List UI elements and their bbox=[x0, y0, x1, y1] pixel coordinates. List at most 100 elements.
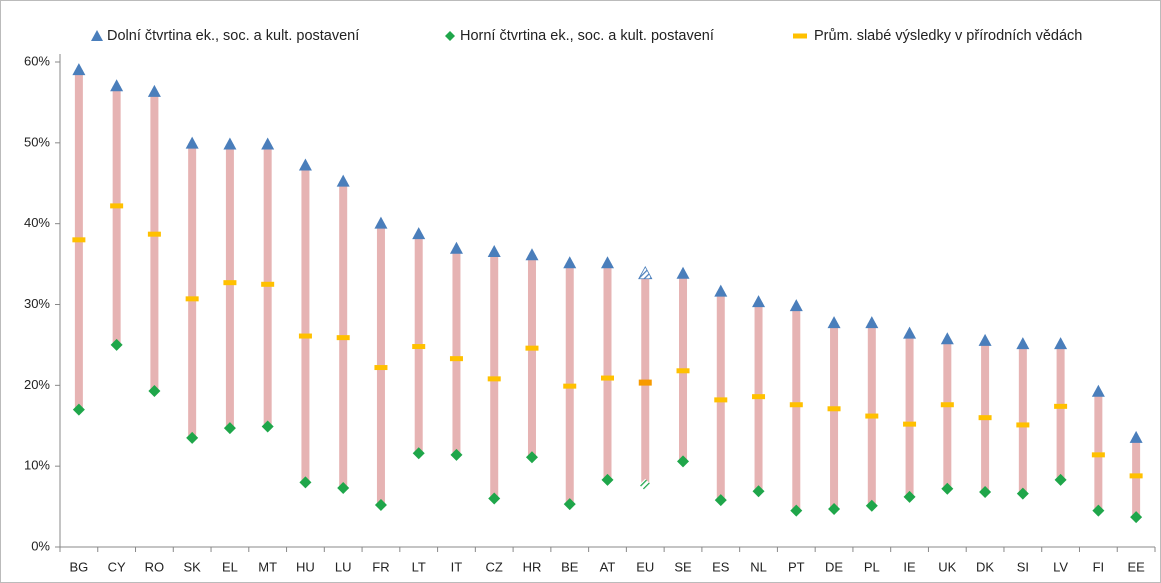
mean-marker bbox=[903, 421, 917, 427]
legend-dash bbox=[793, 33, 807, 39]
x-tick-label: PT bbox=[788, 559, 805, 574]
x-tick-label: CY bbox=[108, 559, 126, 574]
x-tick-label: AT bbox=[600, 559, 616, 574]
bottom-marker bbox=[790, 504, 803, 517]
x-tick-label: BE bbox=[561, 559, 579, 574]
x-tick-label: HU bbox=[296, 559, 315, 574]
bottom-marker bbox=[1054, 473, 1067, 486]
top-marker bbox=[1129, 430, 1143, 443]
x-tick-label: BG bbox=[69, 559, 88, 574]
top-marker bbox=[72, 63, 86, 76]
mean-marker bbox=[1091, 452, 1105, 458]
bottom-marker bbox=[941, 482, 954, 495]
mean-marker bbox=[827, 406, 841, 412]
bottom-marker bbox=[1092, 504, 1105, 517]
x-tick-label: IT bbox=[451, 559, 463, 574]
range-bar bbox=[376, 223, 385, 505]
mean-marker bbox=[261, 281, 275, 287]
mean-marker bbox=[525, 345, 539, 351]
mean-marker bbox=[714, 397, 728, 403]
bottom-marker bbox=[639, 478, 652, 491]
x-tick-label: LT bbox=[412, 559, 426, 574]
bottom-marker bbox=[450, 448, 463, 461]
bottom-marker bbox=[299, 476, 312, 489]
top-marker bbox=[752, 295, 766, 308]
x-tick-label: LV bbox=[1053, 559, 1068, 574]
x-tick-label: UK bbox=[938, 559, 956, 574]
bottom-marker bbox=[186, 431, 199, 444]
mean-marker bbox=[110, 203, 124, 209]
x-tick-label: ES bbox=[712, 559, 730, 574]
range-bar bbox=[490, 251, 499, 499]
bottom-marker bbox=[1016, 487, 1029, 500]
mean-marker bbox=[601, 375, 614, 381]
bottom-marker bbox=[903, 490, 916, 503]
x-tick-label: SI bbox=[1017, 559, 1029, 574]
mean-marker bbox=[789, 402, 803, 408]
top-marker bbox=[1091, 384, 1105, 397]
range-bar bbox=[830, 323, 839, 510]
top-marker bbox=[978, 333, 992, 346]
bottom-marker bbox=[148, 384, 161, 397]
bottom-marker bbox=[714, 494, 727, 507]
y-tick-label: 30% bbox=[24, 296, 50, 311]
range-bar bbox=[1094, 391, 1103, 511]
top-marker bbox=[525, 248, 539, 261]
range-bar bbox=[339, 181, 348, 488]
top-marker bbox=[940, 332, 954, 345]
mean-marker bbox=[940, 402, 954, 408]
top-marker bbox=[110, 79, 124, 92]
top-marker bbox=[789, 299, 803, 312]
top-marker bbox=[487, 244, 501, 257]
bottom-marker bbox=[412, 447, 425, 460]
y-tick-label: 0% bbox=[31, 538, 50, 553]
range-bar bbox=[943, 339, 952, 489]
top-marker bbox=[1054, 337, 1068, 350]
bottom-marker bbox=[223, 422, 236, 435]
x-tick-label: DE bbox=[825, 559, 843, 574]
bottom-marker bbox=[601, 473, 614, 486]
legend-diamond bbox=[445, 31, 455, 41]
legend-label: Dolní čtvrtina ek., soc. a kult. postave… bbox=[107, 28, 359, 44]
bottom-marker bbox=[752, 485, 765, 498]
bottom-marker bbox=[677, 455, 690, 468]
top-marker bbox=[261, 137, 275, 150]
y-tick-label: 40% bbox=[24, 215, 50, 230]
range-bar bbox=[112, 86, 121, 345]
x-tick-label: CZ bbox=[486, 559, 503, 574]
bottom-marker bbox=[979, 486, 992, 499]
x-tick-label: FI bbox=[1093, 559, 1105, 574]
top-marker bbox=[449, 241, 463, 254]
x-tick-label: EL bbox=[222, 559, 238, 574]
mean-marker bbox=[147, 231, 161, 237]
mean-marker bbox=[487, 376, 501, 382]
bottom-marker bbox=[337, 481, 350, 494]
range-bar bbox=[716, 291, 725, 501]
top-marker bbox=[714, 284, 728, 297]
y-tick-label: 50% bbox=[24, 134, 50, 149]
x-tick-label: NL bbox=[750, 559, 767, 574]
legend-label: Prům. slabé výsledky v přírodních vědách bbox=[814, 28, 1082, 44]
top-marker bbox=[412, 227, 426, 240]
mean-marker bbox=[298, 333, 312, 339]
x-tick-label: PL bbox=[864, 559, 880, 574]
range-bar bbox=[301, 165, 310, 483]
mean-marker bbox=[978, 415, 992, 421]
top-marker bbox=[827, 316, 841, 329]
x-tick-label: HR bbox=[523, 559, 542, 574]
legend-triangle bbox=[91, 30, 103, 41]
range-bar bbox=[905, 333, 914, 497]
mean-marker bbox=[374, 365, 388, 371]
mean-marker bbox=[223, 280, 237, 286]
mean-marker bbox=[1129, 473, 1143, 479]
mean-marker bbox=[865, 413, 879, 419]
bottom-marker bbox=[1130, 511, 1143, 524]
range-bar bbox=[150, 91, 159, 391]
top-marker bbox=[147, 84, 161, 97]
x-tick-label: SE bbox=[674, 559, 692, 574]
y-tick-label: 60% bbox=[24, 53, 50, 68]
range-bar bbox=[225, 144, 234, 429]
bottom-marker bbox=[828, 503, 841, 516]
x-tick-label: DK bbox=[976, 559, 994, 574]
